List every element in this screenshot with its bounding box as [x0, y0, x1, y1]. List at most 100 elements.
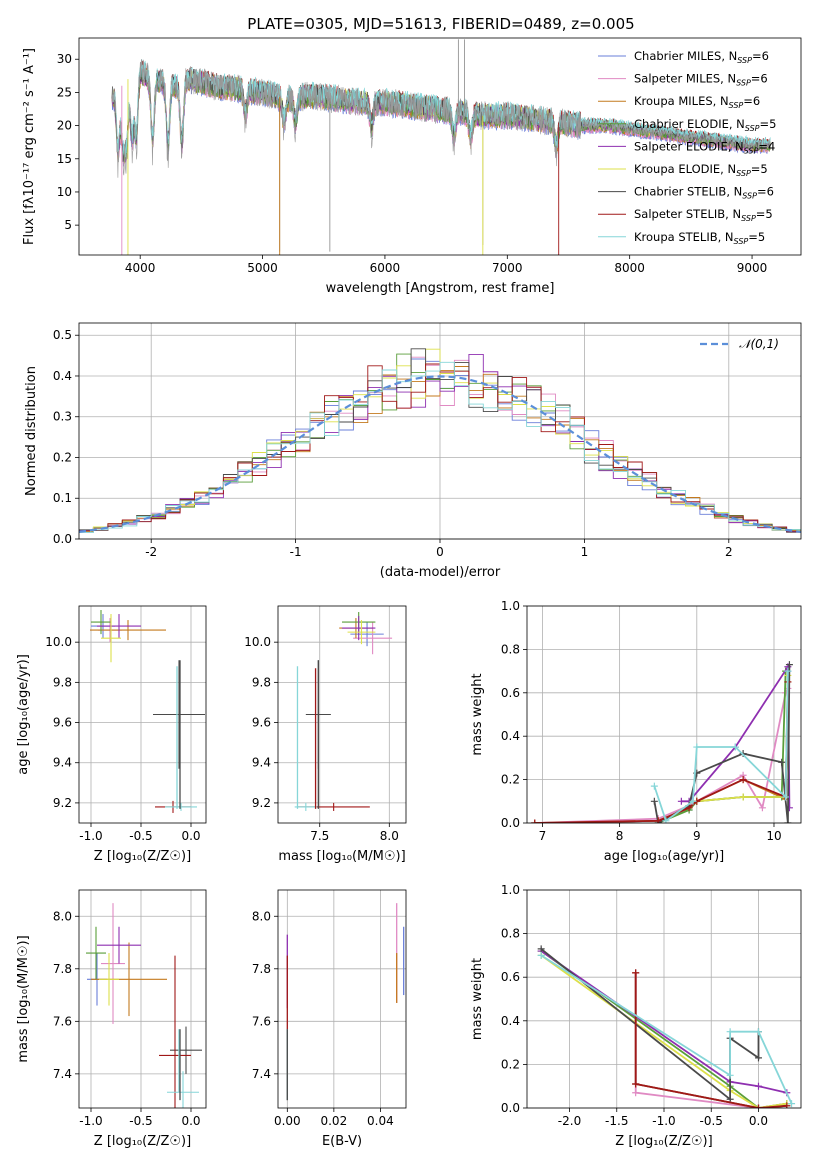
x-tick-label: -0.5: [129, 829, 152, 843]
y-tick-label: 9.6: [252, 716, 271, 730]
x-tick-label: 4000: [125, 261, 156, 275]
plot-area: [79, 348, 801, 533]
x-tick-label: 1: [581, 545, 589, 559]
y-tick-label: 1.0: [501, 599, 520, 613]
plot-area: [537, 945, 796, 1108]
mass-weight-marker: [632, 969, 640, 977]
legend-entry: 𝒩(0,1): [739, 337, 779, 351]
axes-frame: [526, 889, 802, 1109]
y-tick-label: 9.8: [53, 675, 72, 689]
mass-weight-marker: [784, 667, 792, 675]
mass-vs-metallicity-panel: -1.0 -0.5 0.0 7.4 7.6 7.8 8.0 Z [log₁₀(Z/Z☉)] ma…: [16, 889, 207, 1149]
legend-entry: Chabrier MILES, NSSP=6: [634, 49, 769, 65]
plot-area: [294, 612, 393, 811]
y-tick-label: 0.3: [53, 410, 72, 424]
y-tick-label: 8.0: [252, 909, 271, 923]
mass-weight-marker: [726, 1028, 734, 1036]
mass-weight-marker: [758, 804, 766, 812]
x-tick-label: -1.5: [605, 1114, 628, 1128]
y-tick-label: 1.0: [501, 883, 520, 897]
plot-area: [86, 903, 202, 1108]
x-tick-label: -1: [290, 545, 302, 559]
mass-weight-marker: [677, 797, 685, 805]
mass-weight-marker: [783, 1102, 791, 1108]
y-tick-label: 0.6: [501, 686, 520, 700]
mass-weight-line: [634, 972, 787, 1108]
y-tick-label: 9.2: [53, 796, 72, 810]
axes-frame: [78, 322, 802, 540]
y-tick-label: 7.4: [252, 1067, 271, 1081]
mass-weight-marker: [662, 817, 670, 823]
observed-spectrum-line: [111, 59, 771, 178]
legend-entry: Kroupa STELIB, NSSP=5: [634, 230, 765, 246]
x-tick-label: 8000: [614, 261, 645, 275]
mass-weight-marker: [632, 1089, 640, 1097]
y-tick-label: 0.6: [501, 970, 520, 984]
mass-weight-marker: [537, 951, 545, 959]
y-axis-label: age [log₁₀(age/yr)]: [16, 654, 31, 775]
x-tick-label: 8.0: [380, 829, 399, 843]
mass-weight-marker: [754, 1028, 762, 1036]
legend-entry: Kroupa ELODIE, NSSP=5: [634, 162, 768, 178]
mass-weight-marker: [685, 804, 693, 812]
y-tick-label: 9.4: [53, 756, 72, 770]
x-tick-label: 0.00: [274, 1114, 301, 1128]
x-axis-label: age [log₁₀(age/yr)]: [604, 849, 725, 864]
x-tick-label: 0.04: [367, 1114, 394, 1128]
residual-histogram-step: [79, 348, 801, 532]
mass-weight-marker: [754, 1082, 762, 1090]
y-tick-label: 30: [57, 52, 72, 66]
x-tick-label: 0.0: [181, 829, 200, 843]
legend-entry: Salpeter STELIB, NSSP=5: [634, 207, 773, 223]
y-axis-label: Normed distribution: [24, 366, 39, 496]
x-axis-label: wavelength [Angstrom, rest frame]: [326, 281, 555, 296]
y-tick-label: 10.0: [244, 635, 271, 649]
x-tick-label: -0.5: [700, 1114, 723, 1128]
legend-entry: Salpeter ELODIE, NSSP=4: [634, 139, 775, 155]
mass-weight-marker: [650, 782, 658, 790]
axes-frame: [526, 605, 802, 824]
x-tick-label: 6000: [370, 261, 401, 275]
y-tick-label: 7.6: [252, 1014, 271, 1028]
x-tick-label: -2.0: [558, 1114, 581, 1128]
axes-frame: [78, 889, 207, 1109]
y-tick-label: 7.6: [53, 1014, 72, 1028]
y-tick-label: 15: [57, 152, 72, 166]
axes-frame: [78, 605, 207, 824]
y-tick-label: 10: [57, 185, 72, 199]
y-tick-label: 10.0: [45, 635, 72, 649]
y-tick-label: 0.2: [53, 450, 72, 464]
mass-weight-marker: [784, 819, 792, 823]
mass-weight-line: [534, 688, 789, 823]
mass-weight-marker: [632, 1080, 640, 1088]
x-tick-label: 7.5: [310, 829, 329, 843]
residual-histogram-step: [79, 361, 801, 533]
x-tick-label: 2: [725, 545, 733, 559]
mass-weight-marker: [788, 1100, 796, 1108]
mass-weight-marker: [778, 758, 786, 766]
mass-weight-marker: [531, 819, 539, 823]
x-axis-label: Z [log₁₀(Z/Z☉)]: [94, 1134, 191, 1149]
plot-area: [531, 661, 793, 823]
x-tick-label: 7: [539, 829, 547, 843]
y-tick-label: 0.2: [501, 773, 520, 787]
x-axis-label: Z [log₁₀(Z/Z☉)]: [94, 849, 191, 864]
x-axis-label: Z [log₁₀(Z/Z☉)]: [615, 1134, 712, 1149]
mass-weight-marker: [754, 1104, 762, 1108]
axes-frame: [78, 37, 802, 256]
x-tick-label: 0: [436, 545, 444, 559]
mass-weight-marker: [782, 793, 790, 801]
mass-weight-marker: [785, 661, 793, 669]
plot-area: [111, 39, 771, 255]
residual-histogram-step: [79, 353, 801, 532]
mass-weight-line: [534, 681, 789, 823]
y-tick-label: 0.8: [501, 642, 520, 656]
y-tick-label: 9.8: [252, 675, 271, 689]
x-tick-label: 0.02: [320, 1114, 347, 1128]
axes-frame: [277, 605, 407, 824]
mass-weight-line: [534, 681, 789, 823]
y-tick-label: 0.5: [53, 328, 72, 342]
age-vs-metallicity-panel: -1.0 -0.5 0.0 9.2 9.4 9.6 9.8 10.0 Z [log₁₀(Z/Z☉…: [16, 605, 207, 864]
y-tick-label: 0.0: [501, 816, 520, 830]
